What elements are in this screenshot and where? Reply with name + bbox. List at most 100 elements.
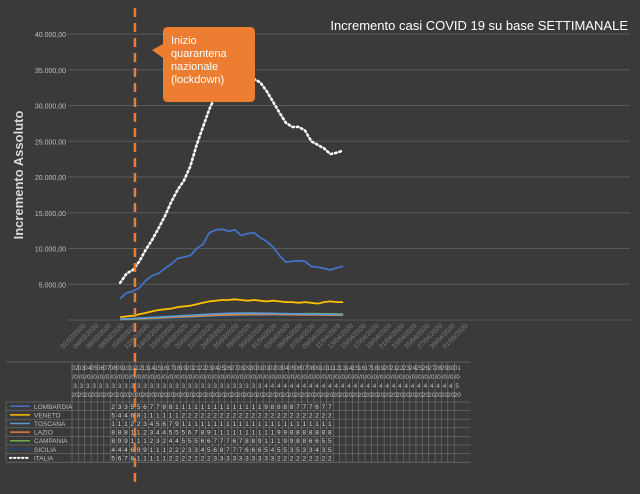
table-header-cell: 21 xyxy=(390,365,398,372)
table-header-cell: 4 xyxy=(379,383,383,390)
table-header-cell: /0 xyxy=(435,374,441,381)
table-cell: 6 xyxy=(232,438,236,445)
table-header-cell: /0 xyxy=(346,374,352,381)
table-header-cell: /0 xyxy=(149,374,155,381)
table-cell: 2 xyxy=(111,404,115,411)
table-cell: 2 xyxy=(131,421,135,428)
table-cell: 4 xyxy=(169,438,173,445)
table-cell: 5 xyxy=(169,430,173,437)
table-header-cell: 20 xyxy=(167,392,175,399)
legend-label: SICILIA xyxy=(34,447,57,454)
table-header-cell: 20 xyxy=(301,392,309,399)
table-header-cell: /0 xyxy=(104,374,110,381)
table-cell: 1 xyxy=(207,404,211,411)
table-cell: 2 xyxy=(150,438,154,445)
table-header-cell: 20 xyxy=(390,392,398,399)
table-cell: 8 xyxy=(303,430,307,437)
table-header-cell: 4 xyxy=(296,383,300,390)
table-header-cell: /0 xyxy=(225,374,231,381)
table-cell: 3 xyxy=(143,421,147,428)
table-header-cell: 15 xyxy=(352,365,360,372)
table-cell: 2 xyxy=(188,455,192,462)
table-cell: 8 xyxy=(118,430,122,437)
table-header-cell: /0 xyxy=(321,374,327,381)
table-header-cell: 20 xyxy=(454,392,462,399)
table-header-cell: /0 xyxy=(327,374,333,381)
table-header-cell: 20 xyxy=(326,392,334,399)
y-tick-label: 10.000,00 xyxy=(35,247,66,254)
table-header-cell: 20 xyxy=(135,392,143,399)
table-header-cell: 13 xyxy=(141,365,149,372)
table-cell: 3 xyxy=(232,455,236,462)
table-header-cell: /0 xyxy=(282,374,288,381)
table-cell: 8 xyxy=(271,404,275,411)
table-cell: 1 xyxy=(143,412,147,419)
table-cell: 7 xyxy=(124,455,128,462)
table-header-cell: 3 xyxy=(226,383,230,390)
table-cell: 1 xyxy=(201,421,205,428)
table-header-cell: 3 xyxy=(232,383,236,390)
table-cell: 4 xyxy=(156,430,160,437)
table-header-cell: 20 xyxy=(320,392,328,399)
table-header-cell: 4 xyxy=(392,383,396,390)
table-header-cell: 17 xyxy=(167,365,175,372)
table-header-cell: 20 xyxy=(441,392,449,399)
table-cell: 2 xyxy=(283,455,287,462)
table-cell: 5 xyxy=(181,438,185,445)
table-cell: 2 xyxy=(207,455,211,462)
table-header-cell: 20 xyxy=(199,392,207,399)
table-cell: 8 xyxy=(328,430,332,437)
table-header-cell: 20 xyxy=(84,392,92,399)
table-header-cell: 20 xyxy=(396,392,404,399)
y-tick-label: 40.000,00 xyxy=(35,32,66,39)
table-cell: 2 xyxy=(290,455,294,462)
table-header-cell: /0 xyxy=(333,374,339,381)
table-cell: 2 xyxy=(181,447,185,454)
table-header-cell: 3 xyxy=(252,383,256,390)
table-cell: 1 xyxy=(220,421,224,428)
callout-line: (lockdown) xyxy=(171,74,224,86)
table-cell: 2 xyxy=(226,412,230,419)
table-cell: 8 xyxy=(290,430,294,437)
table-cell: 9 xyxy=(290,438,294,445)
table-cell: 6 xyxy=(131,447,135,454)
table-cell: 3 xyxy=(118,404,122,411)
table-cell: 1 xyxy=(290,421,294,428)
table-cell: 2 xyxy=(181,412,185,419)
table-header-cell: 20 xyxy=(384,365,392,372)
table-header-cell: 07 xyxy=(301,365,309,372)
table-cell: 1 xyxy=(277,421,281,428)
table-header-cell: /0 xyxy=(219,374,225,381)
table-cell: 7 xyxy=(239,438,243,445)
table-cell: 8 xyxy=(162,404,166,411)
series-line-toscana xyxy=(120,312,344,321)
table-header-cell: 20 xyxy=(403,392,411,399)
table-header-cell: 08 xyxy=(307,365,315,372)
table-header-cell: 3 xyxy=(207,383,211,390)
table-cell: 5 xyxy=(194,438,198,445)
table-header-cell: /0 xyxy=(136,374,142,381)
table-header-cell: /0 xyxy=(130,374,136,381)
table-cell: 1 xyxy=(239,421,243,428)
table-cell: 2 xyxy=(303,412,307,419)
table-header-cell: 3 xyxy=(201,383,205,390)
table-header-cell: 20 xyxy=(269,392,277,399)
table-cell: 1 xyxy=(181,404,185,411)
y-tick-label: 30.000,00 xyxy=(35,104,66,111)
table-cell: 2 xyxy=(328,412,332,419)
table-header-cell: 3 xyxy=(213,383,217,390)
table-header-cell: 3 xyxy=(162,383,166,390)
table-cell: 2 xyxy=(175,447,179,454)
lockdown-marker: Inizio quarantena nazionale (lockdown) xyxy=(133,8,255,488)
table-cell: 7 xyxy=(156,404,160,411)
table-header-cell: /0 xyxy=(232,374,238,381)
table-header-cell: /0 xyxy=(155,374,161,381)
table-cell: 1 xyxy=(245,404,249,411)
table-cell: 2 xyxy=(271,412,275,419)
table-cell: 1 xyxy=(245,430,249,437)
table-cell: 1 xyxy=(252,404,256,411)
table-header-cell: 3 xyxy=(131,383,135,390)
table-header-cell: 20 xyxy=(447,392,455,399)
table-header-cell: /0 xyxy=(161,374,167,381)
table-cell: 6 xyxy=(131,412,135,419)
